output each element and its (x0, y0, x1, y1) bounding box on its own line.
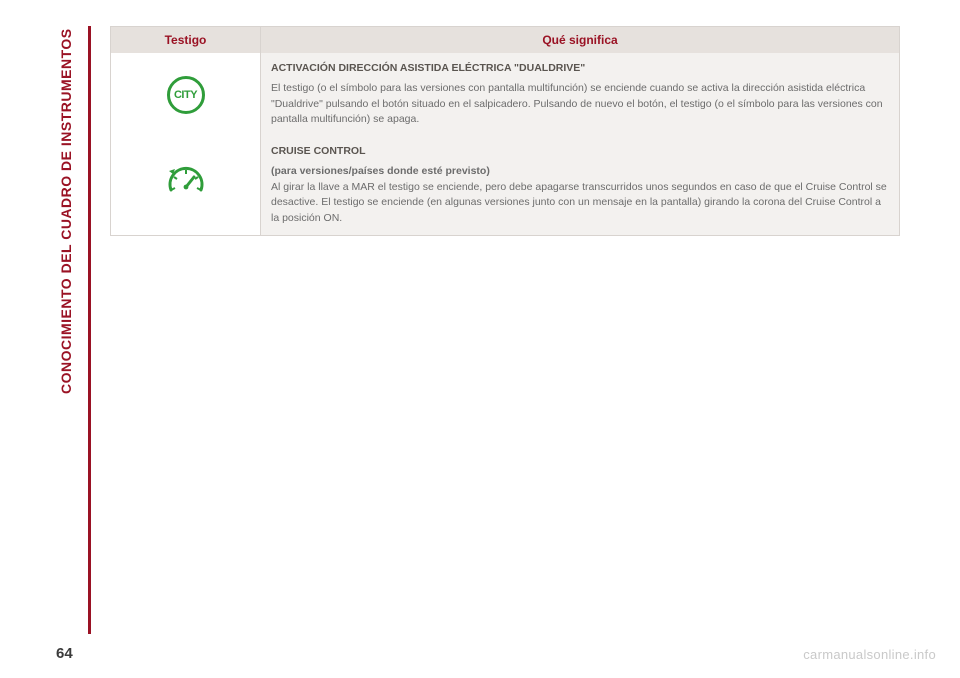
section-title-vertical: CONOCIMIENTO DEL CUADRO DE INSTRUMENTOS (56, 28, 76, 468)
row-title: ACTIVACIÓN DIRECCIÓN ASISTIDA ELÉCTRICA … (271, 61, 889, 77)
table-row: CRUISE CONTROL (para versiones/países do… (111, 136, 900, 235)
table-header-row: Testigo Qué significa (111, 27, 900, 54)
description-cell: ACTIVACIÓN DIRECCIÓN ASISTIDA ELÉCTRICA … (261, 53, 900, 136)
table-row: CITY ACTIVACIÓN DIRECCIÓN ASISTIDA ELÉCT… (111, 53, 900, 136)
description-cell: CRUISE CONTROL (para versiones/países do… (261, 136, 900, 235)
header-testigo: Testigo (111, 27, 261, 54)
city-icon: CITY (167, 76, 205, 114)
manual-page: CONOCIMIENTO DEL CUADRO DE INSTRUMENTOS … (0, 0, 960, 678)
footer-watermark: carmanualsonline.info (803, 647, 936, 662)
row-title: CRUISE CONTROL (271, 144, 889, 160)
cruise-control-icon (163, 160, 209, 206)
icon-cell (111, 136, 261, 235)
page-number: 64 (56, 645, 73, 662)
row-body: Al girar la llave a MAR el testigo se en… (271, 180, 889, 227)
warning-lights-table: Testigo Qué significa CITY ACTIVACIÓN DI… (110, 26, 900, 236)
vertical-rule (88, 26, 91, 634)
row-body: El testigo (o el símbolo para las versio… (271, 81, 889, 128)
icon-cell: CITY (111, 53, 261, 136)
header-significa: Qué significa (261, 27, 900, 54)
row-subtitle: (para versiones/países donde esté previs… (271, 164, 889, 180)
content-area: Testigo Qué significa CITY ACTIVACIÓN DI… (110, 26, 900, 236)
